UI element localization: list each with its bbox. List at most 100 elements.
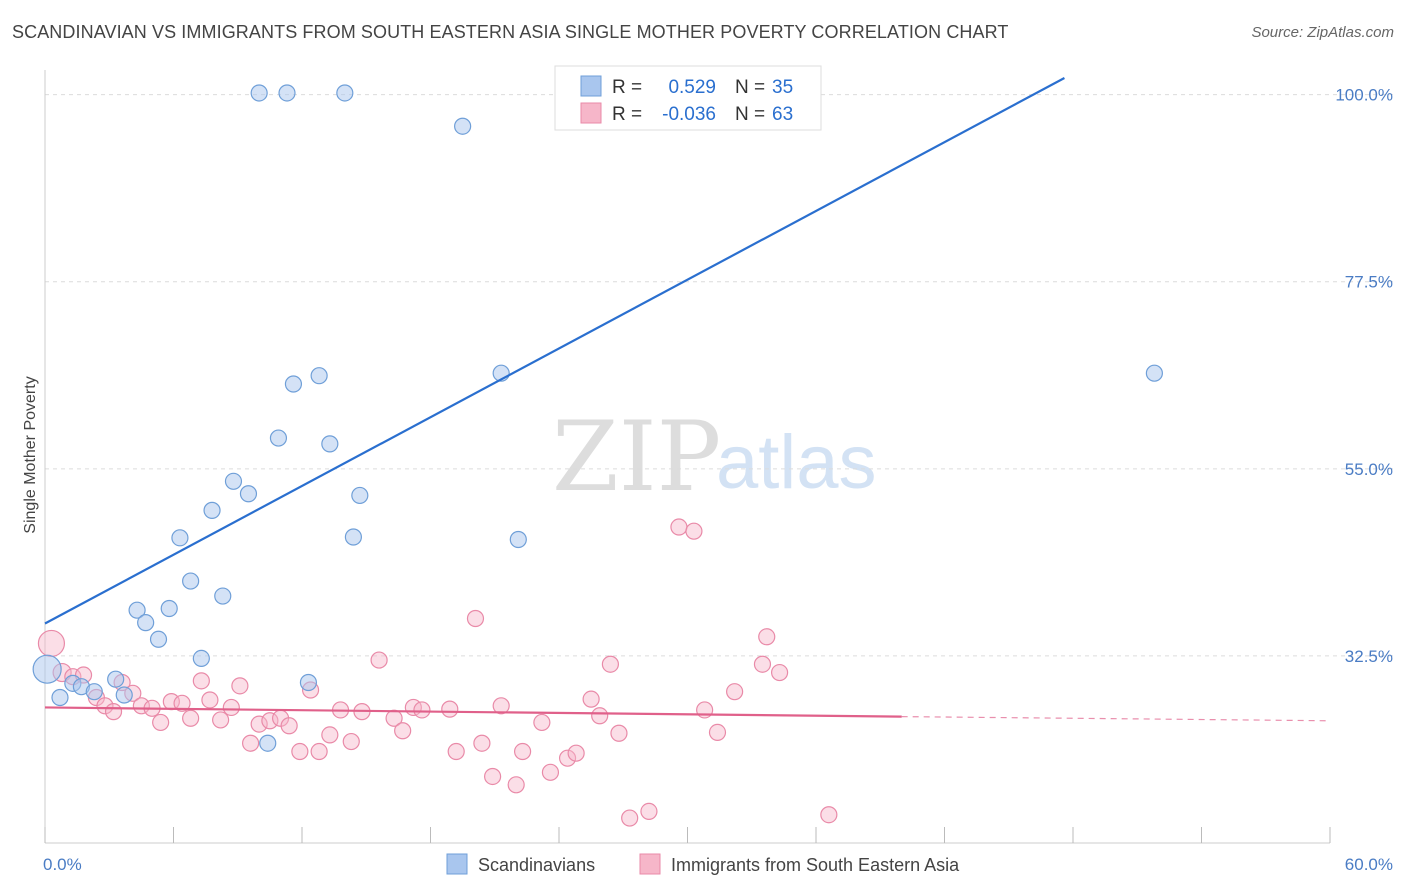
immigrants-point-60: [753, 655, 772, 673]
immigrants-point-28: [321, 726, 339, 744]
legend-n-label-2: N =: [735, 104, 765, 125]
watermark-atlas: atlas: [716, 420, 877, 505]
immigrants-point-53: [621, 809, 639, 827]
gridlines: [45, 94, 1393, 657]
scandinavians-point-16: [224, 472, 243, 490]
immigrants-point-13: [173, 694, 191, 712]
scandinavians-point-12: [182, 572, 200, 590]
immigrants-point-15: [192, 672, 210, 690]
immigrants-point-59: [726, 683, 744, 701]
legend-swatch-immigrants: [580, 102, 602, 124]
y-axis-label: Single Mother Poverty: [22, 376, 39, 533]
trend-lines: [44, 77, 1331, 722]
immigrants-point-37: [441, 700, 459, 718]
scandinavians-point-6: [115, 686, 133, 704]
scandinavians-point-7: [128, 601, 146, 619]
series-immigrants-points: [37, 518, 838, 827]
immigrants-point-0: [37, 629, 66, 658]
legend-n-value-1: 35: [772, 77, 793, 98]
legend-r-value-1: 0.529: [668, 77, 716, 98]
series-scandinavians-points: [32, 84, 1163, 752]
immigrants-point-18: [222, 698, 240, 717]
immigrants-point-19: [231, 677, 249, 695]
bottom-legend-swatch-scandinavians: [446, 853, 468, 875]
series-legend: Scandinavians Immigrants from South East…: [446, 853, 960, 875]
y-tick-label-2: 77.5%: [1345, 273, 1393, 292]
immigrants-point-21: [250, 715, 268, 733]
immigrants-point-54: [640, 802, 658, 821]
legend-r-label-1: R =: [612, 77, 642, 98]
immigrants-point-42: [492, 697, 510, 715]
scandinavians-point-33: [1145, 364, 1163, 382]
legend-r-value-2: -0.036: [662, 104, 716, 125]
scandinavians-point-26: [336, 84, 354, 102]
bottom-legend-swatch-immigrants: [639, 853, 661, 875]
legend-swatch-scandinavians: [580, 75, 602, 97]
scandinavians-point-9: [149, 630, 168, 648]
immigrants-point-34: [394, 722, 412, 740]
immigrants-point-30: [342, 732, 360, 751]
x-tick-label-min: 0.0%: [43, 855, 82, 874]
immigrants-point-44: [513, 742, 532, 761]
legend-r-label-2: R =: [612, 104, 642, 125]
scandinavians-point-8: [137, 614, 155, 632]
scandinavians-point-17: [239, 485, 258, 503]
immigrants-point-6: [104, 703, 123, 721]
y-tick-labels: 32.5% 55.0% 77.5% 100.0%: [1335, 86, 1393, 666]
y-tick-label-1: 55.0%: [1345, 460, 1393, 479]
immigrants-point-24: [280, 717, 298, 735]
immigrants-trend-line: [44, 706, 902, 718]
chart-title: SCANDINAVIAN VS IMMIGRANTS FROM SOUTH EA…: [12, 22, 1009, 42]
immigrants-point-22: [261, 712, 279, 730]
immigrants-point-50: [591, 707, 609, 725]
watermark-zip: ZIP: [552, 401, 721, 513]
scandinavians-point-13: [192, 649, 210, 668]
scandinavians-point-31: [509, 530, 527, 549]
immigrants-point-58: [708, 723, 727, 742]
immigrants-point-55: [670, 518, 688, 536]
immigrants-point-48: [567, 744, 585, 762]
immigrants-point-62: [770, 663, 789, 682]
scandinavians-point-1: [51, 688, 69, 707]
legend-n-label-1: N =: [735, 77, 765, 98]
scandinavians-point-20: [269, 429, 288, 447]
immigrants-point-36: [413, 701, 431, 719]
immigrants-point-14: [182, 709, 200, 727]
immigrants-trend-line-extrapolated: [901, 716, 1331, 722]
scandinavians-point-5: [107, 670, 125, 688]
y-tick-label-3: 100.0%: [1335, 86, 1393, 105]
scandinavians-point-11: [171, 529, 189, 547]
scandinavians-point-14: [203, 501, 221, 519]
immigrants-point-39: [466, 609, 485, 628]
immigrants-point-47: [558, 749, 577, 767]
scandinavians-point-24: [310, 367, 328, 385]
source-credit: Source: ZipAtlas.com: [1251, 24, 1394, 41]
legend-n-value-2: 63: [772, 104, 793, 125]
scandinavians-point-28: [351, 486, 369, 505]
scandinavians-point-29: [454, 117, 472, 135]
scandinavians-trend-line: [44, 77, 1065, 625]
immigrants-point-32: [370, 651, 388, 669]
immigrants-point-20: [242, 734, 260, 752]
scandinavians-point-22: [284, 375, 303, 393]
scandinavians-point-0: [32, 654, 62, 684]
immigrants-point-46: [541, 763, 560, 781]
stats-legend: R = 0.529 N = 35 R = -0.036 N = 63: [554, 65, 822, 131]
immigrants-point-52: [610, 724, 628, 742]
scandinavians-point-18: [250, 84, 268, 102]
immigrants-point-16: [201, 691, 219, 709]
scandinavians-point-23: [299, 673, 318, 692]
axes: [44, 70, 1331, 844]
x-tick-label-max: 60.0%: [1345, 855, 1393, 874]
immigrants-point-63: [820, 806, 838, 824]
immigrants-point-5: [96, 697, 114, 715]
scandinavians-point-25: [321, 435, 339, 453]
immigrants-point-43: [507, 776, 525, 794]
y-tick-label-0: 32.5%: [1345, 647, 1393, 666]
immigrants-point-27: [310, 742, 328, 761]
bottom-legend-label-immigrants: Immigrants from South Eastern Asia: [671, 855, 960, 875]
immigrants-point-9: [132, 697, 150, 715]
immigrants-point-17: [212, 711, 230, 729]
immigrants-point-56: [685, 522, 703, 540]
